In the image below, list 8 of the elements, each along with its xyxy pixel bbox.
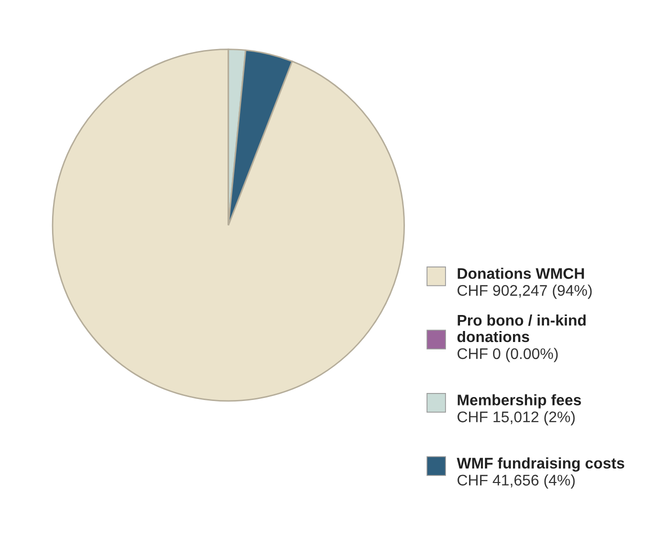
legend-label: Membership fees <box>458 394 581 408</box>
data-label: CHF 902,247 (94%) <box>458 284 592 299</box>
data-label: CHF 41,656 (4%) <box>458 474 575 489</box>
category-label: Pro bono / in-kind donations <box>457 314 586 342</box>
data-label: CHF 15,012 (2%) <box>458 411 575 426</box>
legend-label: Donations WMCH <box>458 268 584 279</box>
legend-label: WMF fundraising costs <box>456 457 624 472</box>
text: CHF 0 (0.00%) <box>458 348 558 362</box>
